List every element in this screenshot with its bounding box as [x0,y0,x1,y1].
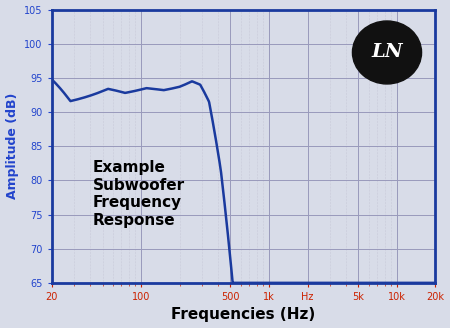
Text: Example
Subwoofer
Frequency
Response: Example Subwoofer Frequency Response [93,160,185,228]
Y-axis label: Amplitude (dB): Amplitude (dB) [5,93,18,199]
Circle shape [352,21,422,84]
X-axis label: Frequencies (Hz): Frequencies (Hz) [171,307,315,322]
Text: LN: LN [371,44,403,61]
